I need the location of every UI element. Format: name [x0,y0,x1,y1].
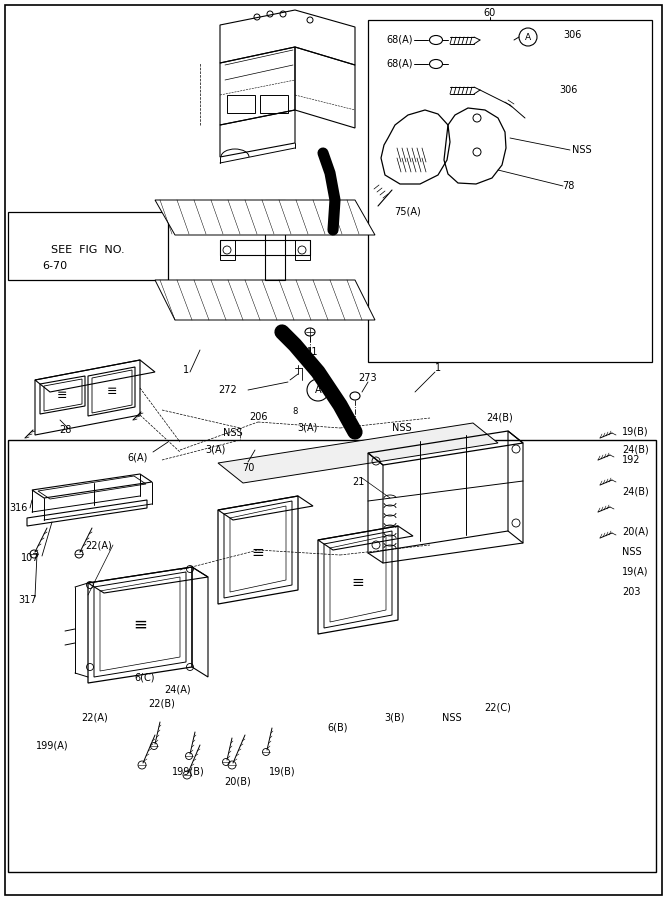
Text: 316: 316 [9,503,27,513]
Text: 22(B): 22(B) [149,699,175,709]
Text: 6(A): 6(A) [128,453,148,463]
Text: 306: 306 [559,85,577,95]
Text: 19(B): 19(B) [622,427,648,437]
Polygon shape [155,280,375,320]
Text: 20(B): 20(B) [225,777,251,787]
Text: 3(B): 3(B) [385,713,406,723]
Text: SEE  FIG  NO.: SEE FIG NO. [51,245,125,255]
Text: 19(A): 19(A) [622,567,648,577]
Text: 8: 8 [292,408,297,417]
Text: 6(C): 6(C) [135,673,155,683]
Text: ≡: ≡ [352,574,364,590]
Text: 24(B): 24(B) [622,445,649,455]
Text: 199(A): 199(A) [36,740,68,750]
Text: 60: 60 [484,8,496,18]
Text: 6(B): 6(B) [327,723,348,733]
Text: 1: 1 [183,365,189,375]
Text: ≡: ≡ [251,544,264,560]
Text: 68(A): 68(A) [386,59,413,69]
Text: 21: 21 [352,477,364,487]
Text: A: A [525,32,531,41]
Text: NSS: NSS [622,547,642,557]
Text: NSS: NSS [392,423,412,433]
Text: 22(C): 22(C) [484,703,512,713]
Text: NSS: NSS [223,428,243,438]
Text: 75(A): 75(A) [395,207,422,217]
Text: NSS: NSS [572,145,592,155]
Text: A: A [315,385,321,395]
Bar [8,212,168,280]
Text: 22(A): 22(A) [85,540,112,550]
Text: 24(B): 24(B) [622,487,649,497]
Text: ≡: ≡ [57,390,67,402]
Text: 206: 206 [249,412,267,422]
Bar [8,440,656,872]
Text: 199(B): 199(B) [171,767,204,777]
Text: 68(A): 68(A) [386,35,413,45]
Text: 28: 28 [59,425,71,435]
Text: ≡: ≡ [133,616,147,634]
Text: 317: 317 [19,595,37,605]
Bar [227,95,255,113]
Text: 24(A): 24(A) [165,685,191,695]
Text: 107: 107 [21,553,39,563]
Text: 272: 272 [219,385,237,395]
Text: 78: 78 [562,181,574,191]
Text: 6-70: 6-70 [43,261,67,271]
Text: 24(B): 24(B) [487,413,514,423]
Text: 20(A): 20(A) [622,527,648,537]
Text: 3(A): 3(A) [297,423,318,433]
Bar [260,95,288,113]
Text: ≡: ≡ [107,385,117,399]
Text: NSS: NSS [442,713,462,723]
Polygon shape [155,200,375,235]
Text: 203: 203 [622,587,640,597]
Text: 70: 70 [242,463,254,473]
Text: 306: 306 [563,30,581,40]
Text: 3(A): 3(A) [205,445,225,455]
Text: 192: 192 [622,455,640,465]
Text: 22(A): 22(A) [81,713,108,723]
Bar [368,20,652,362]
Text: 1: 1 [435,363,441,373]
Text: 241: 241 [299,347,317,357]
Text: 273: 273 [359,373,378,383]
Text: 19(B): 19(B) [269,767,295,777]
Polygon shape [218,423,498,483]
